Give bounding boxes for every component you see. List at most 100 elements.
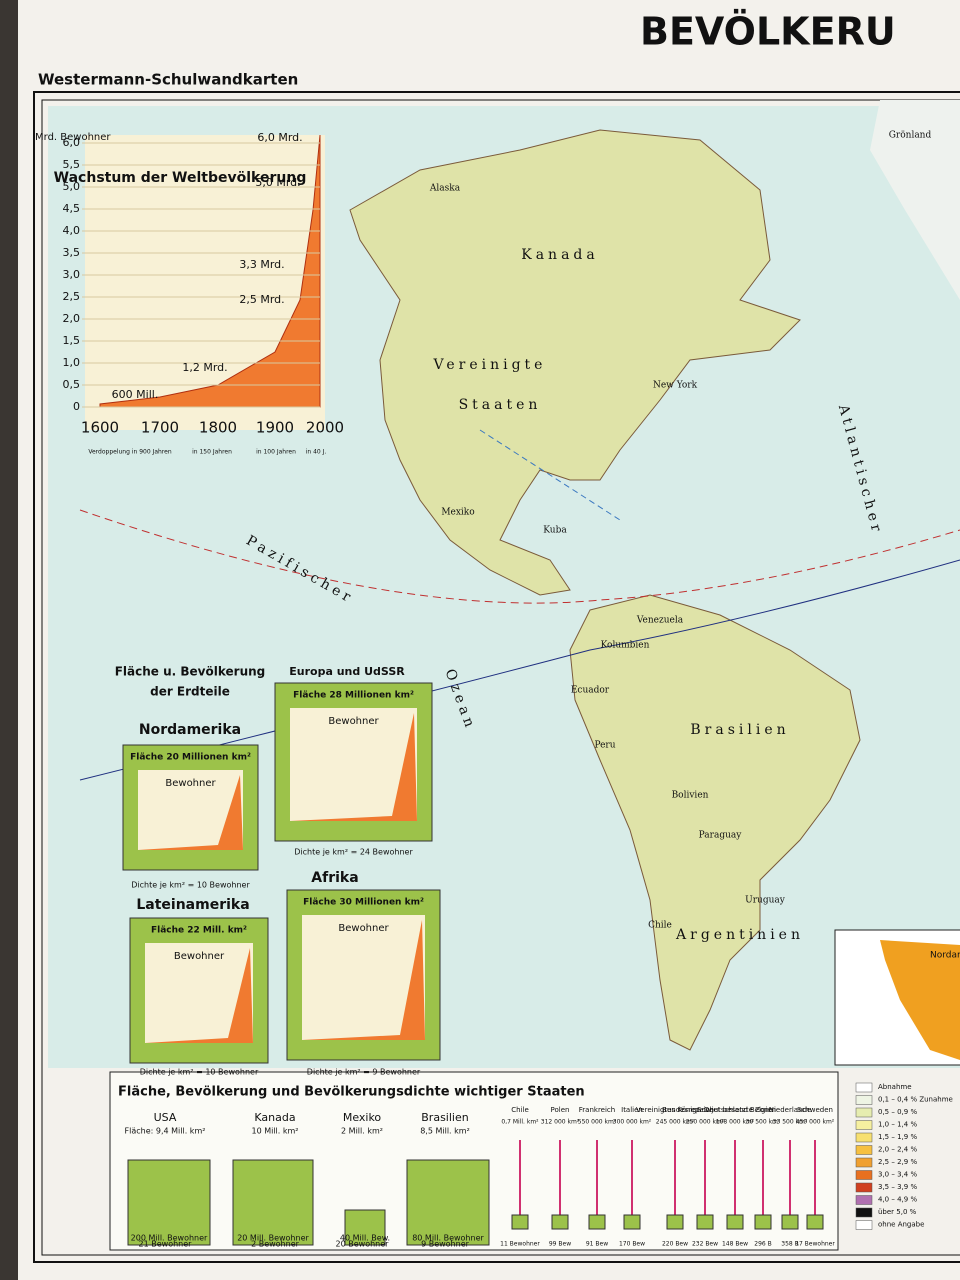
legend-label: 3,5 – 3,9 %	[878, 1183, 917, 1191]
continent-area: Fläche 28 Millionen km²	[293, 691, 414, 701]
continent-area: Fläche 20 Millionen km²	[130, 753, 251, 763]
state-density: 232 Bew	[692, 1241, 718, 1248]
state-density: 91 Bew	[586, 1241, 608, 1248]
legend-swatch	[855, 1082, 873, 1093]
state-box	[344, 1209, 386, 1246]
milestone: 5,0 Mrd.	[255, 176, 300, 189]
period: Verdoppelung in 900 Jahren	[88, 449, 171, 456]
map-label: Venezuela	[636, 616, 684, 626]
continent-area: Fläche 22 Mill. km²	[151, 926, 247, 936]
state-box	[806, 1214, 824, 1230]
state-density: 17 Bewohner	[795, 1241, 835, 1248]
y-tick-label: 3,0	[63, 268, 81, 281]
state-density: 358 B	[781, 1241, 798, 1248]
state-name: Schweden	[797, 1106, 833, 1114]
state-density: 20 Bewohner	[336, 1240, 390, 1249]
map-label: Ecuador	[571, 686, 610, 696]
continent-curve	[138, 775, 243, 850]
state-area: 550 000 km²	[578, 1119, 617, 1126]
y-tick-label: 6,0	[63, 136, 81, 149]
state-area: 10 Mill. km²	[251, 1127, 298, 1136]
state-box	[232, 1159, 314, 1246]
milestone: 2,5 Mrd.	[239, 293, 284, 306]
states-heading: Fläche, Bevölkerung und Bevölkerungsdich…	[118, 1085, 585, 1100]
legend-label: 1,0 – 1,4 %	[878, 1121, 917, 1129]
x-tick-label: 1700	[141, 419, 179, 437]
state-box	[127, 1159, 211, 1246]
legend-label: 3,0 – 3,4 %	[878, 1171, 917, 1179]
state-density: 296 B	[754, 1241, 771, 1248]
state-area: 30 500 km²	[746, 1119, 781, 1126]
state-area: 300 000 km²	[613, 1119, 652, 1126]
y-tick-label: 5,0	[63, 180, 81, 193]
legend-label: 0,5 – 0,9 %	[878, 1108, 917, 1116]
continents-heading: der Erdteile	[150, 685, 230, 699]
state-box	[406, 1159, 490, 1246]
state-box	[588, 1214, 606, 1230]
map-label: Kuba	[543, 526, 567, 536]
state-box	[551, 1214, 569, 1230]
y-tick-label: 1,0	[63, 356, 81, 369]
state-box	[511, 1214, 529, 1230]
state-population: 40 Mill. Bew.	[340, 1234, 390, 1243]
map-label: Vereinigte	[433, 357, 547, 373]
legend-label: Abnahme	[878, 1083, 912, 1091]
continent-caption: Bewohner	[174, 951, 225, 962]
map-label: Uruguay	[745, 896, 786, 906]
x-tick-label: 1600	[81, 419, 119, 437]
milestone: 6,0 Mrd.	[257, 131, 302, 144]
state-density: 21 Bewohner	[139, 1240, 193, 1249]
map-label: Kolumbien	[601, 641, 650, 651]
period: in 40 J.	[306, 449, 327, 456]
growth-area	[99, 134, 321, 408]
state-area: 2 Mill. km²	[341, 1127, 383, 1136]
y-tick-label: 0	[73, 400, 80, 413]
legend-label: ohne Angabe	[878, 1221, 924, 1229]
map-label: Paraguay	[699, 831, 743, 841]
map-label: Alaska	[429, 184, 461, 194]
state-name: Sowjet besetzte Zone	[697, 1106, 773, 1114]
state-area: 250 000 km²	[686, 1119, 725, 1126]
state-area: 0,7 Mill. km²	[501, 1119, 539, 1126]
continent-name: Nordamerika	[139, 722, 241, 738]
state-density: 148 Bew	[722, 1241, 748, 1248]
map-label: Staaten	[459, 397, 542, 413]
state-area: 33 500 km²	[773, 1119, 808, 1126]
map-label: Mexiko	[441, 508, 474, 518]
state-area: 108 000 km²	[716, 1119, 755, 1126]
continent-density: Dichte je km² = 10 Bewohner	[140, 1068, 259, 1077]
growth-unit: Mrd. Bewohner	[35, 132, 111, 143]
map-label: Bolivien	[672, 791, 709, 801]
map-label: Chile	[648, 921, 672, 931]
continent-area: Fläche 30 Millionen km²	[303, 898, 424, 908]
map-label: Grönland	[889, 131, 932, 141]
legend-swatch	[855, 1120, 873, 1130]
map-label: Brasilien	[690, 722, 789, 738]
legend-swatch	[855, 1132, 873, 1143]
legend-swatch	[855, 1170, 873, 1180]
continent-curve	[302, 920, 425, 1040]
y-tick-label: 4,5	[63, 202, 81, 215]
legend-swatch	[855, 1220, 873, 1230]
state-population: 200 Mill. Bewohner	[131, 1234, 208, 1243]
continent-curve	[290, 713, 417, 821]
milestone: 3,3 Mrd.	[239, 258, 284, 271]
inner-frame	[41, 99, 960, 1256]
state-name: Bundesrep. Deutschland	[662, 1106, 748, 1114]
state-box	[754, 1214, 772, 1230]
state-name: Mexiko	[343, 1111, 382, 1124]
state-name: Brasilien	[421, 1111, 468, 1124]
legend-label: 2,0 – 2,4 %	[878, 1146, 917, 1154]
legend-label: 1,5 – 1,9 %	[878, 1133, 917, 1141]
continent-name: Lateinamerika	[136, 897, 249, 913]
state-density: 220 Bew	[662, 1241, 688, 1248]
legend-label: 2,5 – 2,9 %	[878, 1158, 917, 1166]
state-area: Fläche: 9,4 Mill. km²	[125, 1127, 206, 1136]
map-label: Argentinien	[675, 927, 804, 943]
inset-land	[880, 940, 960, 1060]
y-tick-label: 3,5	[63, 246, 81, 259]
milestone: 1,2 Mrd.	[182, 361, 227, 374]
state-box	[623, 1214, 641, 1230]
